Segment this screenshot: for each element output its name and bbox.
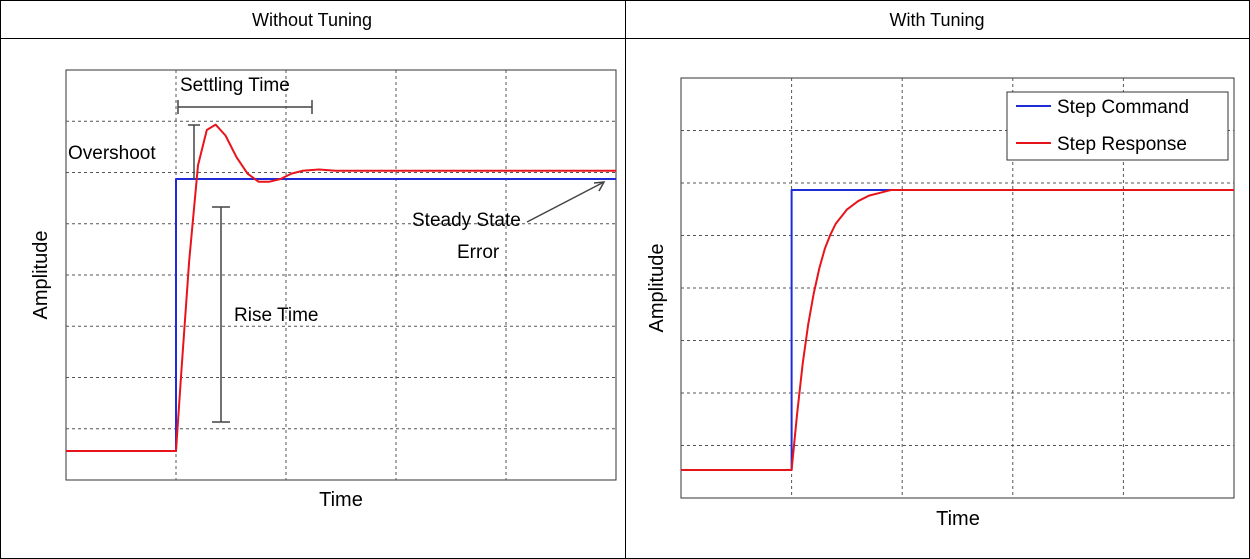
y-axis-label: Amplitude bbox=[646, 244, 668, 333]
rise-time-marker bbox=[212, 206, 230, 423]
grid bbox=[66, 70, 616, 480]
header-without-tuning: Without Tuning bbox=[252, 10, 372, 30]
series-group bbox=[681, 189, 1234, 471]
settling-time-marker bbox=[177, 100, 313, 114]
overshoot-label: Overshoot bbox=[68, 143, 156, 164]
rise-time-label: Rise Time bbox=[234, 305, 318, 326]
legend: Step Command Step Response bbox=[1006, 91, 1229, 161]
chart-with-tuning: Time Amplitude Step Command Step Respons… bbox=[646, 77, 1235, 530]
plot-area bbox=[65, 69, 617, 481]
x-axis-label: Time bbox=[319, 489, 363, 511]
error-label: Error bbox=[457, 242, 500, 263]
legend-label-response: Step Response bbox=[1057, 134, 1187, 155]
header-with-tuning: With Tuning bbox=[889, 10, 984, 30]
settling-time-label: Settling Time bbox=[180, 75, 290, 96]
steady-state-label: Steady State bbox=[412, 210, 521, 231]
step-response-line bbox=[66, 123, 616, 452]
chart-without-tuning: Time Amplitude Settling Time Overshoot S… bbox=[30, 69, 617, 511]
legend-label-command: Step Command bbox=[1057, 97, 1189, 118]
steady-state-arrow bbox=[526, 181, 606, 223]
y-axis-label: Amplitude bbox=[30, 231, 52, 320]
overshoot-marker bbox=[188, 124, 200, 179]
x-axis-label: Time bbox=[936, 508, 980, 530]
step-response-line bbox=[681, 189, 1234, 471]
series-group bbox=[66, 123, 616, 452]
legend-box bbox=[1006, 91, 1229, 161]
